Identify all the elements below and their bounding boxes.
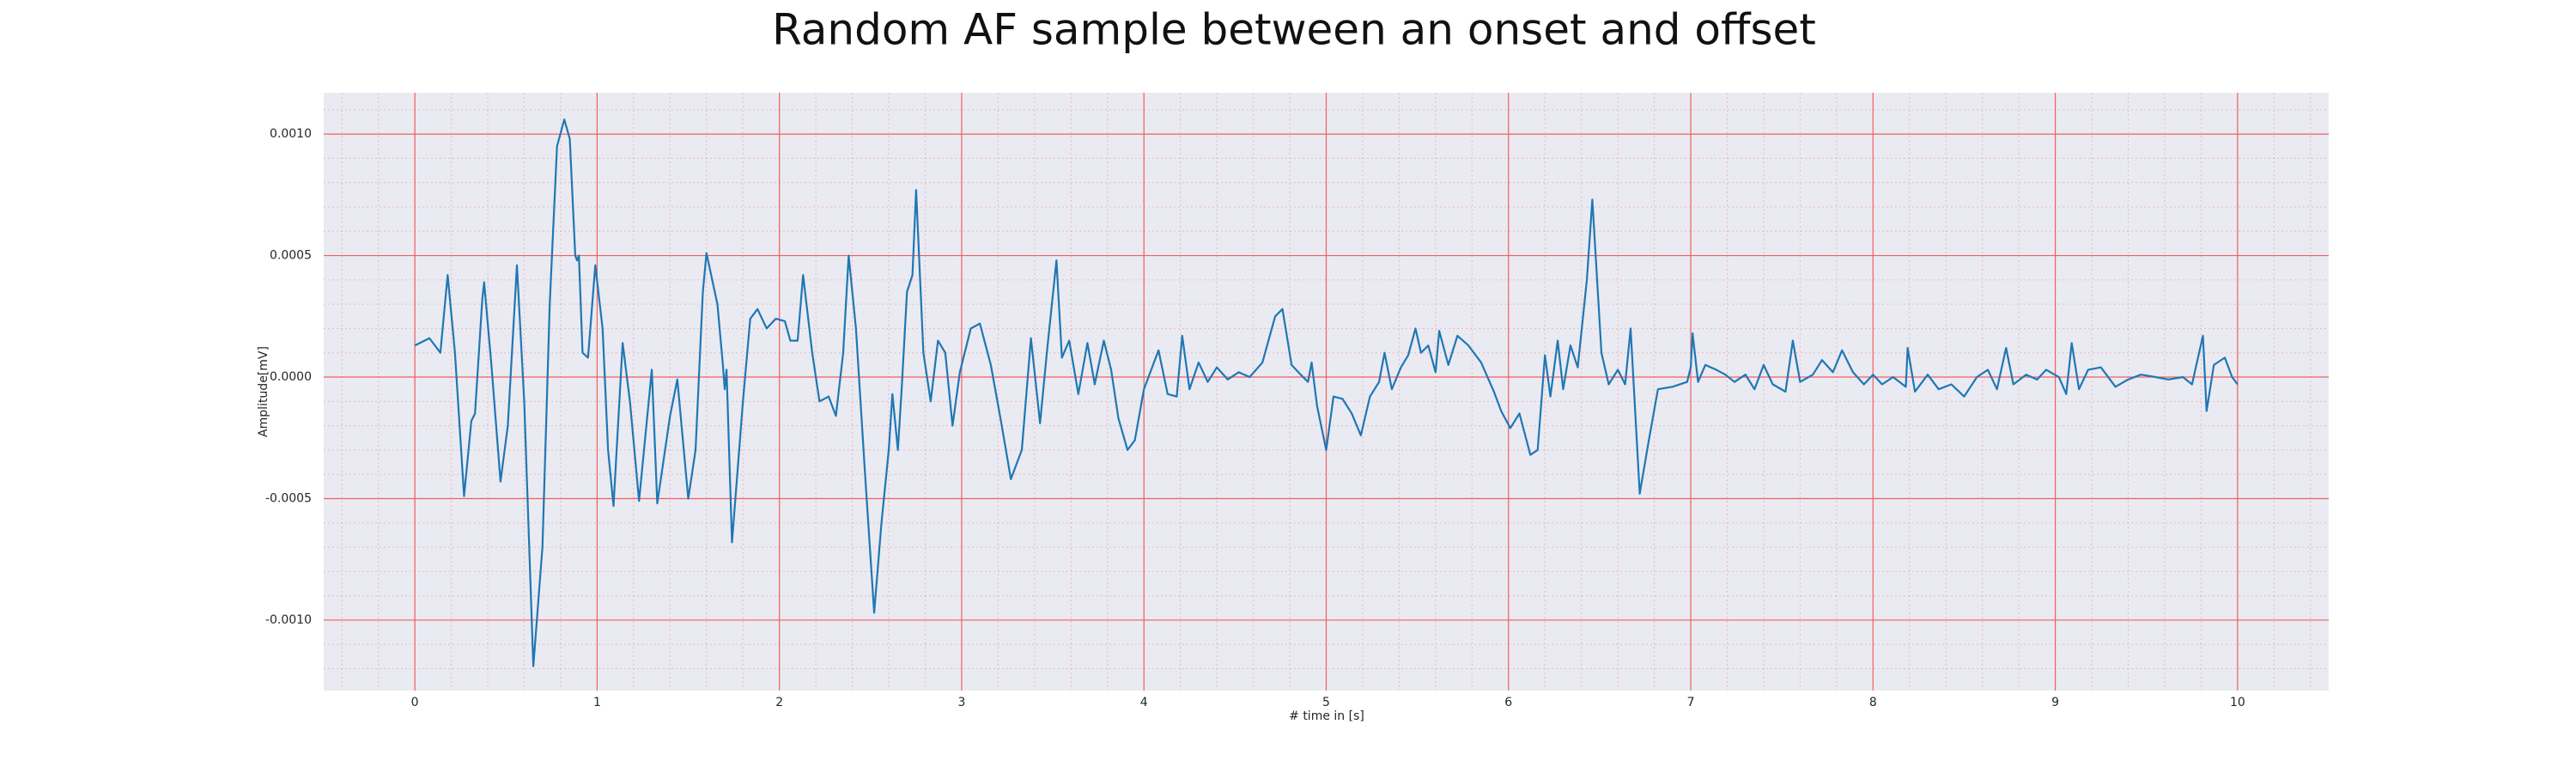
y-tick-label: -0.0005 — [265, 491, 312, 505]
x-tick-label: 7 — [1687, 696, 1695, 709]
y-tick-label: 0.0005 — [270, 249, 312, 263]
x-tick-label: 5 — [1322, 696, 1330, 709]
plot-area — [324, 93, 2329, 691]
x-tick-label: 1 — [593, 696, 601, 709]
x-tick-label: 9 — [2051, 696, 2059, 709]
x-tick-label: 2 — [775, 696, 783, 709]
y-tick-label: -0.0010 — [265, 613, 312, 627]
x-axis-label: # time in [s] — [1289, 709, 1364, 723]
x-tick-label: 10 — [2230, 696, 2245, 709]
x-tick-label: 6 — [1504, 696, 1512, 709]
x-tick-label: 0 — [411, 696, 419, 709]
x-tick-label: 3 — [957, 696, 965, 709]
x-tick-label: 4 — [1140, 696, 1148, 709]
signal-line — [414, 119, 2239, 667]
y-axis-label: Amplitude[mV] — [257, 346, 270, 437]
chart-title: Random AF sample between an onset and of… — [772, 5, 1816, 55]
y-tick-label: 0.0000 — [270, 370, 312, 384]
x-tick-label: 8 — [1869, 696, 1877, 709]
y-tick-label: 0.0010 — [270, 127, 312, 141]
